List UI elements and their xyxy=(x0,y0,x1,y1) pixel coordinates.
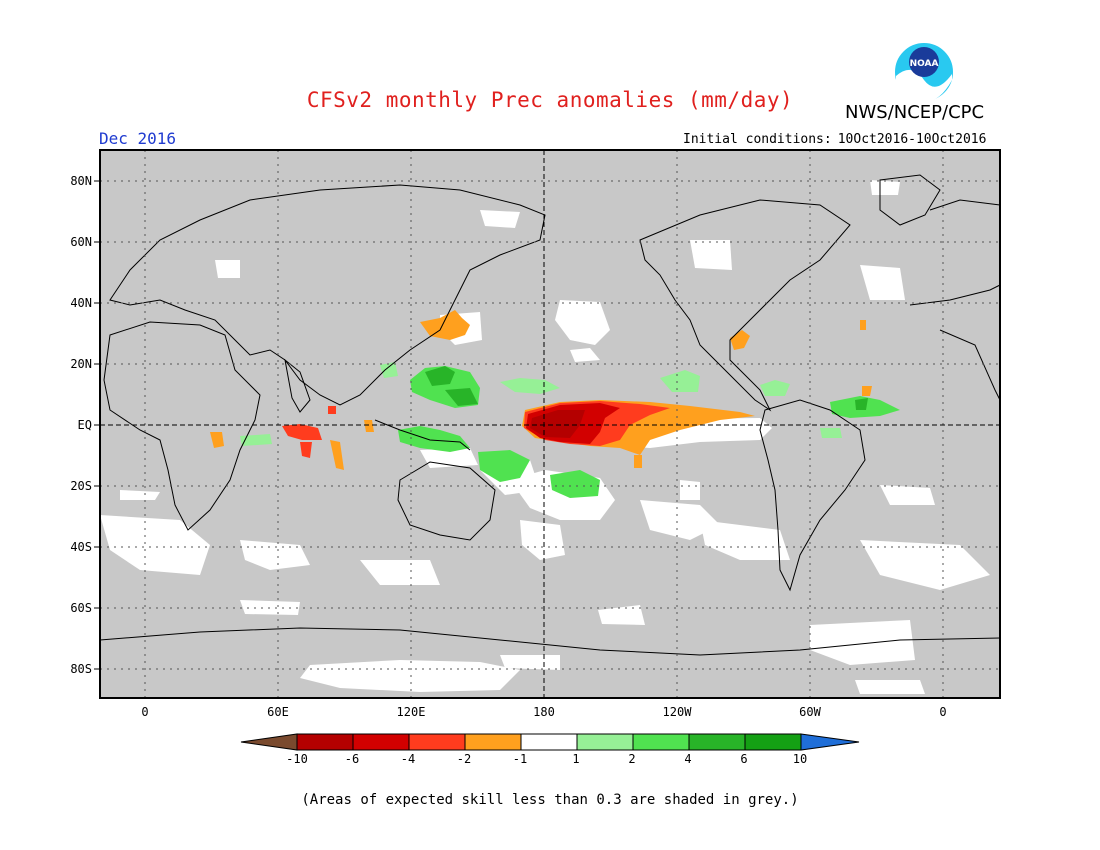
logo-text: NOAA xyxy=(910,59,939,69)
lat-label: 40N xyxy=(70,296,92,310)
lat-labels: 80N 60N 40N 20N EQ 20S 40S 60S 80S xyxy=(70,174,92,676)
map-title: CFSv2 monthly Prec anomalies (mm/day) xyxy=(306,88,794,112)
lat-label: 80S xyxy=(70,662,92,676)
colorbar-tick: 1 xyxy=(572,752,579,766)
colorbar-tick: -4 xyxy=(401,752,415,766)
coastlines xyxy=(99,174,1001,656)
lon-label: 120E xyxy=(397,705,426,719)
lat-label: 60S xyxy=(70,601,92,615)
noaa-logo: NOAA xyxy=(892,40,956,108)
colorbar-segment xyxy=(520,733,578,751)
initial-conditions-label: Initial conditions: xyxy=(683,132,832,147)
lon-label: 0 xyxy=(141,705,148,719)
colorbar-arrow-low xyxy=(240,733,298,751)
lon-label: 60W xyxy=(799,705,821,719)
colorbar-tick: -2 xyxy=(457,752,471,766)
colorbar-tick: 2 xyxy=(628,752,635,766)
precip-anomaly-map: 80N 60N 40N 20N EQ 20S 40S 60S 80S 0 60E… xyxy=(70,149,1001,719)
lat-label: 80N xyxy=(70,174,92,188)
colorbar-segment xyxy=(688,733,746,751)
colorbar-segment xyxy=(352,733,410,751)
colorbar-segment xyxy=(408,733,466,751)
colorbar-tick: 10 xyxy=(793,752,807,766)
lat-label: 20S xyxy=(70,479,92,493)
colorbar: -10 -6 -4 -2 -1 1 2 4 6 10 xyxy=(240,733,860,766)
colorbar-tick: -10 xyxy=(286,752,308,766)
colorbar-tick: -6 xyxy=(345,752,359,766)
lon-label: 120W xyxy=(663,705,693,719)
equator-dateline xyxy=(100,150,1000,698)
lat-label: 20N xyxy=(70,357,92,371)
lon-label: 60E xyxy=(267,705,289,719)
lat-label: EQ xyxy=(78,418,92,432)
colorbar-segment xyxy=(576,733,634,751)
organization-label: NWS/NCEP/CPC xyxy=(845,102,985,123)
initial-conditions: Initial conditions: 10Oct2016-10Oct2016 xyxy=(683,132,986,147)
lat-label: 60N xyxy=(70,235,92,249)
colorbar-segment xyxy=(464,733,522,751)
colorbar-tick: 6 xyxy=(740,752,747,766)
colorbar-segment xyxy=(632,733,690,751)
colorbar-boxes xyxy=(240,733,860,751)
lon-label: 180 xyxy=(533,705,555,719)
map-frame xyxy=(99,149,1001,699)
initial-conditions-value: 10Oct2016-10Oct2016 xyxy=(837,132,987,147)
lon-label: 0 xyxy=(939,705,946,719)
lat-ticks xyxy=(94,180,100,670)
colorbar-segment xyxy=(296,733,354,751)
footnote: (Areas of expected skill less than 0.3 a… xyxy=(301,792,799,808)
lat-label: 40S xyxy=(70,540,92,554)
valid-month-label: Dec 2016 xyxy=(99,129,177,148)
map-gridlines xyxy=(100,150,1000,698)
colorbar-tick: 4 xyxy=(684,752,691,766)
colorbar-tick: -1 xyxy=(513,752,527,766)
colorbar-tick-labels: -10 -6 -4 -2 -1 1 2 4 6 10 xyxy=(286,752,807,766)
colorbar-arrow-high xyxy=(800,733,860,751)
positive-anomaly-regions xyxy=(240,362,900,498)
colorbar-segment xyxy=(744,733,802,751)
lon-labels: 0 60E 120E 180 120W 60W 0 xyxy=(141,705,946,719)
